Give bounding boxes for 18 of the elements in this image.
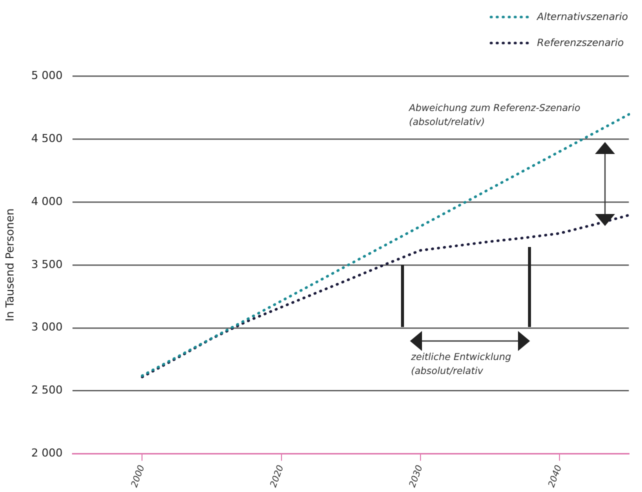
line-series	[140, 214, 630, 378]
x-tick-label: 2040	[547, 464, 564, 489]
y-tick-label: 4 500	[31, 132, 63, 145]
y-tick-label: 2 500	[31, 384, 63, 397]
y-tick-label: 4 000	[31, 194, 63, 208]
y-axis-title: In Tausend Personen	[3, 208, 16, 322]
y-tick-label: 5 000	[31, 68, 63, 82]
y-tick-label: 2 000	[31, 446, 63, 460]
x-tick-label: 2020	[269, 464, 286, 489]
y-tick-label: 3 000	[31, 320, 63, 334]
x-tick-label: 2000	[130, 464, 148, 489]
y-tick-label: 3 500	[31, 258, 63, 271]
line-series	[140, 113, 630, 378]
x-tick-label: 2030	[408, 464, 426, 489]
legend-label: Referenzszenario	[537, 38, 624, 48]
annotation: Abweichung zum Referenz-Szenario (absolut/relativ)	[409, 102, 580, 130]
annotation: zeitliche Entwicklung (absolut/relativ	[411, 351, 512, 379]
legend-label: Alternativszenario	[537, 12, 628, 22]
